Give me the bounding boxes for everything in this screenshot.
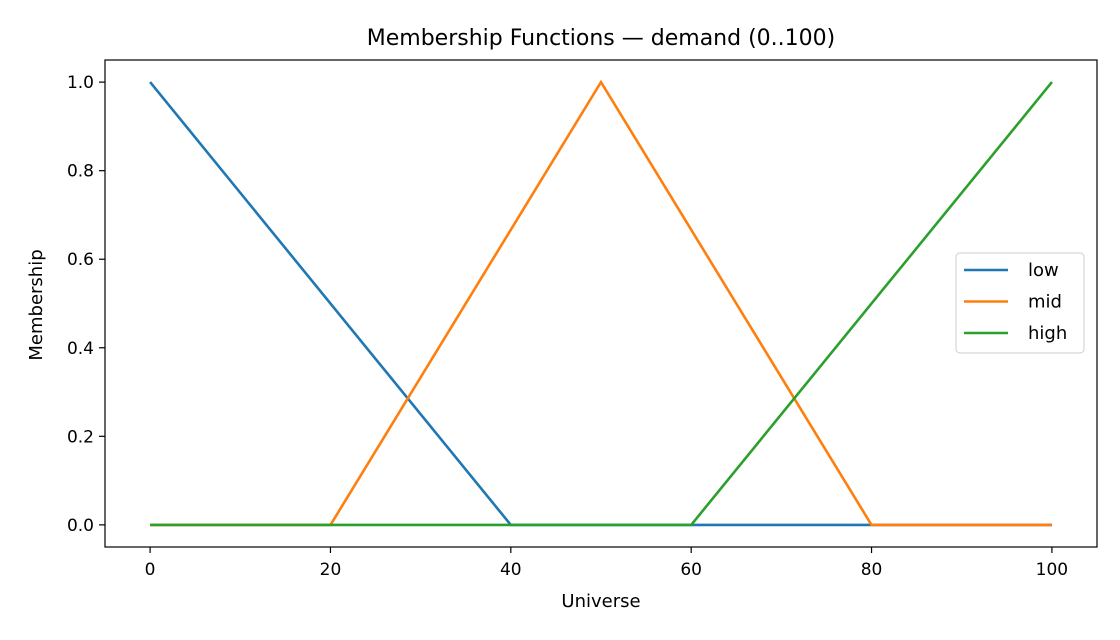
series-line-mid — [150, 79, 1052, 527]
x-tick-label: 40 — [500, 560, 522, 580]
x-axis-label: Universe — [561, 591, 640, 612]
legend-label-high: high — [1028, 323, 1067, 344]
x-tick-label: 20 — [320, 560, 342, 580]
series-line-low — [149, 81, 1052, 527]
x-tick-label: 60 — [680, 560, 702, 580]
plot-frame — [104, 59, 1098, 548]
y-tick-label: 0.8 — [67, 162, 94, 182]
y-tick-label: 1.0 — [67, 73, 94, 93]
y-axis-label: Membership — [26, 249, 47, 360]
y-tick-label: 0.2 — [67, 427, 94, 447]
chart-title: Membership Functions — demand (0..100) — [367, 26, 835, 51]
legend-box — [955, 252, 1085, 354]
y-tick-label: 0.4 — [67, 339, 94, 359]
x-tick-label: 80 — [861, 560, 883, 580]
y-tick-label: 0.0 — [67, 516, 94, 536]
x-tick-label: 100 — [1036, 560, 1068, 580]
legend-label-mid: mid — [1028, 292, 1062, 313]
plot-area — [149, 79, 1053, 527]
y-tick-label: 0.6 — [67, 250, 94, 270]
legend: low mid high — [955, 252, 1085, 354]
legend-label-low: low — [1028, 260, 1059, 281]
x-tick-label: 0 — [145, 560, 156, 580]
series-line-high — [150, 81, 1053, 527]
axes: 0 20 40 60 80 100 0.0 0.2 0.4 0.6 0.8 1.0 — [67, 59, 1098, 580]
